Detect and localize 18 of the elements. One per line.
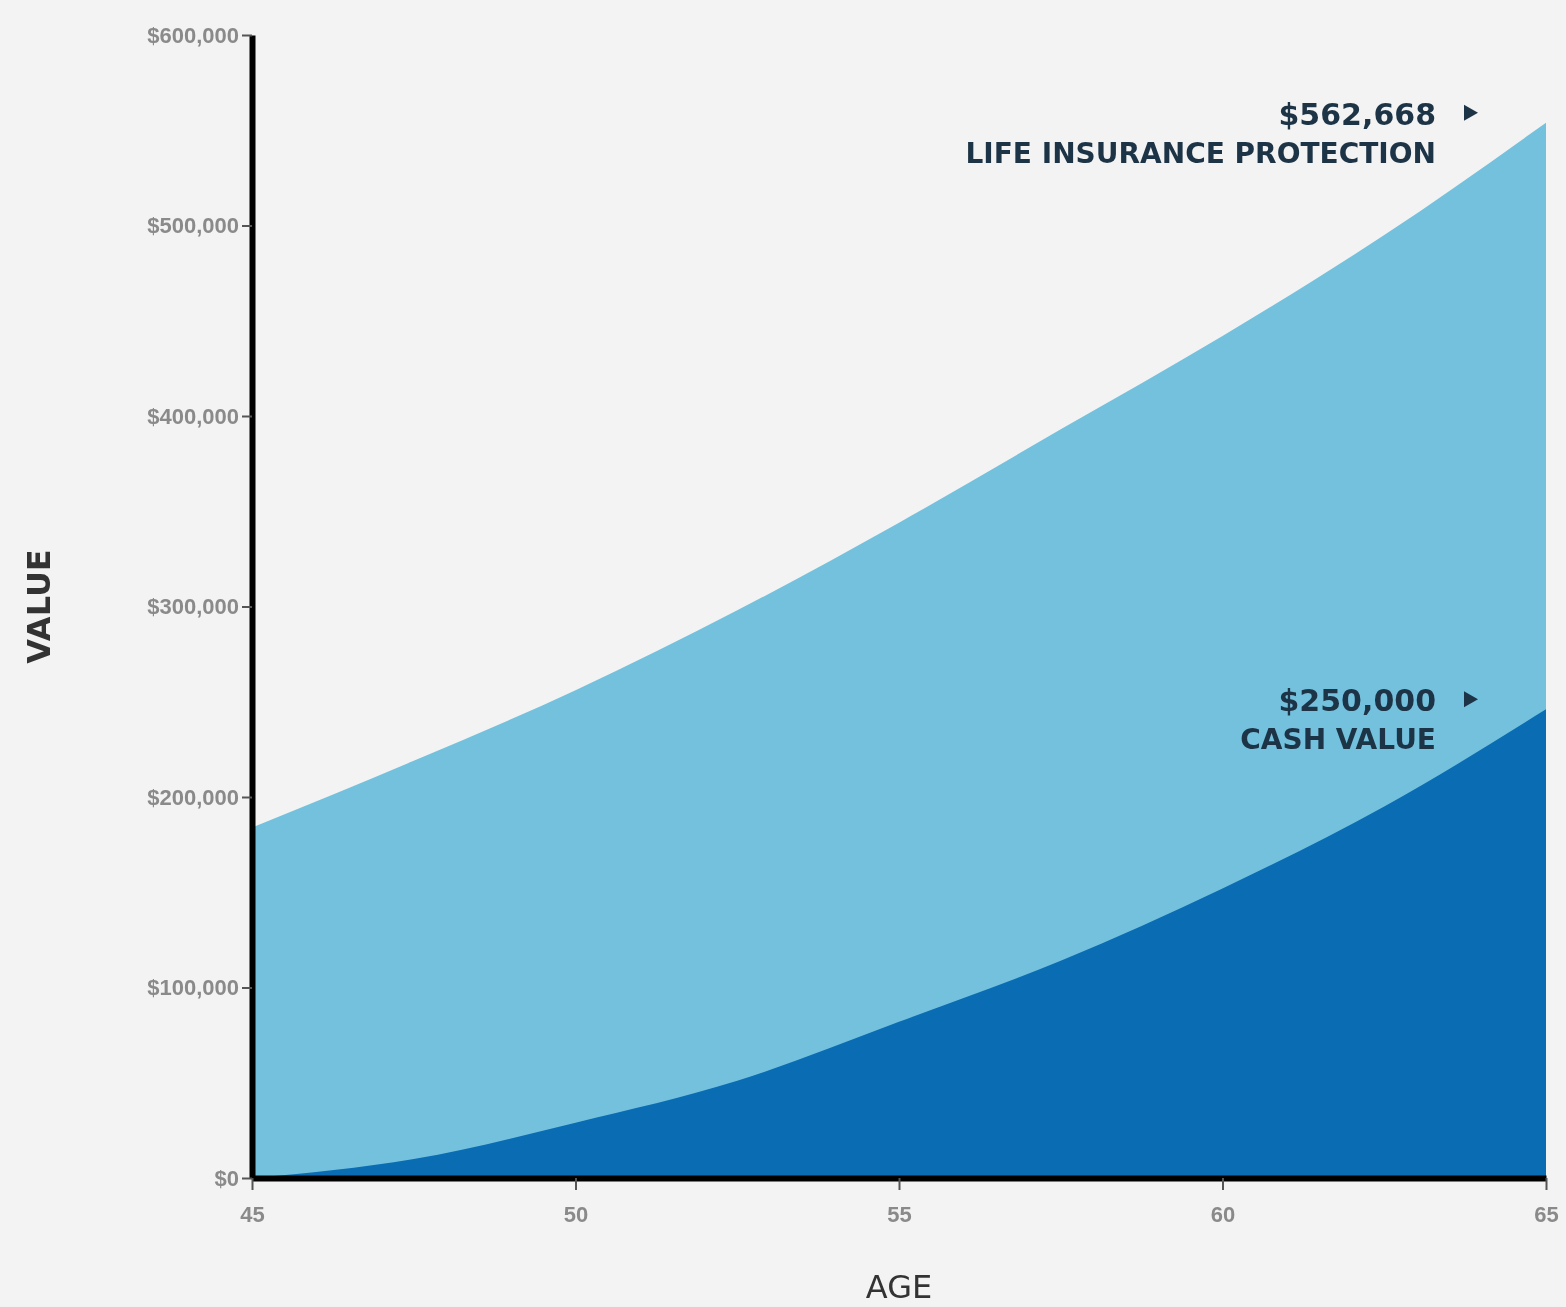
x-tick-label: 45 xyxy=(240,1201,265,1227)
x-axis-title: AGE xyxy=(865,1268,933,1306)
y-tick-label: $600,000 xyxy=(147,22,239,48)
series-label: CASH VALUE xyxy=(1240,723,1436,757)
y-tick-label: $500,000 xyxy=(147,213,239,239)
annotation: $250,000 xyxy=(1278,683,1436,719)
x-tick-label: 55 xyxy=(887,1201,912,1227)
annotation: $562,668 xyxy=(1278,96,1436,132)
x-tick-label: 65 xyxy=(1534,1201,1559,1227)
y-tick-label: $300,000 xyxy=(147,594,239,620)
x-tick-label: 50 xyxy=(563,1201,589,1227)
y-tick-label: $100,000 xyxy=(147,975,239,1001)
y-tick-label: $400,000 xyxy=(147,403,239,429)
series-label: LIFE INSURANCE PROTECTION xyxy=(965,136,1436,170)
y-tick-label: $0 xyxy=(214,1165,239,1191)
y-tick-label: $200,000 xyxy=(147,784,239,810)
x-tick-label: 60 xyxy=(1210,1201,1236,1227)
y-axis-title: VALUE xyxy=(20,549,58,664)
